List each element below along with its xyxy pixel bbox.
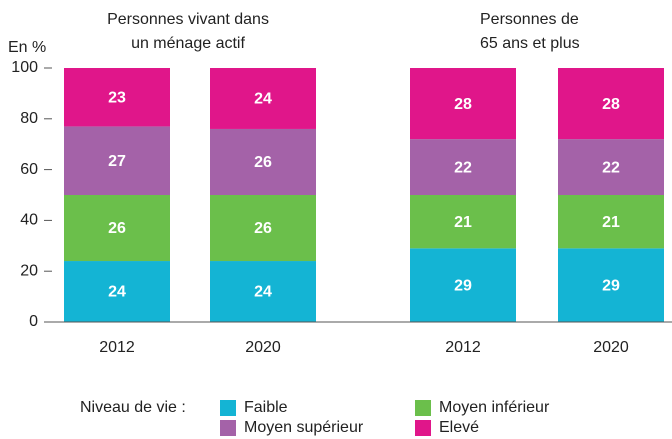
y-tick-label: 80: [20, 110, 38, 127]
data-label: 24: [254, 91, 272, 108]
legend-swatch: [415, 420, 431, 436]
bar-segment: [64, 261, 170, 322]
bar-segment: [210, 195, 316, 262]
bar-segment: [558, 139, 664, 195]
x-tick-label: 2020: [593, 339, 629, 356]
legend-swatch: [220, 400, 236, 416]
bar-segment: [210, 128, 316, 195]
group-label: Personnes de: [480, 11, 579, 28]
data-label: 29: [454, 277, 472, 294]
bar-segment: [210, 68, 316, 129]
data-label: 26: [254, 154, 272, 171]
legend-label: Moyen supérieur: [244, 419, 364, 436]
y-tick-label: 100: [11, 59, 38, 76]
bar-segment: [210, 261, 316, 322]
y-tick-label: 40: [20, 212, 38, 229]
bar-segment: [64, 195, 170, 262]
bar-segment: [410, 68, 516, 140]
data-label: 21: [454, 214, 472, 231]
group-label: 65 ans et plus: [480, 35, 580, 52]
data-label: 23: [108, 89, 126, 106]
y-tick-label: 20: [20, 262, 38, 279]
bar-segment: [410, 195, 516, 249]
data-label: 26: [108, 220, 126, 237]
data-label: 24: [254, 284, 272, 301]
data-label: 29: [602, 277, 620, 294]
data-label: 21: [602, 214, 620, 231]
data-label: 27: [108, 153, 126, 170]
y-tick-label: 0: [29, 313, 38, 330]
x-tick-label: 2020: [245, 339, 281, 356]
legend-swatch: [220, 420, 236, 436]
group-label: un ménage actif: [131, 35, 245, 52]
bar-segment: [558, 195, 664, 249]
legend-title: Niveau de vie :: [80, 399, 186, 416]
bar-segment: [410, 248, 516, 322]
data-label: 22: [454, 159, 472, 176]
legend-label: Faible: [244, 399, 288, 416]
data-label: 28: [454, 96, 472, 113]
y-tick-label: 60: [20, 161, 38, 178]
data-label: 26: [254, 220, 272, 237]
data-label: 22: [602, 159, 620, 176]
legend-label: Moyen inférieur: [439, 399, 550, 416]
data-label: 28: [602, 96, 620, 113]
legend-label: Elevé: [439, 419, 479, 436]
bar-segment: [64, 68, 170, 127]
y-axis-label: En %: [8, 39, 46, 56]
bar-segment: [558, 248, 664, 322]
x-tick-label: 2012: [445, 339, 481, 356]
bar-segment: [64, 126, 170, 195]
group-label: Personnes vivant dans: [107, 11, 269, 28]
legend-swatch: [415, 400, 431, 416]
bar-segment: [410, 139, 516, 195]
x-tick-label: 2012: [99, 339, 135, 356]
data-label: 24: [108, 284, 126, 301]
bar-segment: [558, 68, 664, 140]
